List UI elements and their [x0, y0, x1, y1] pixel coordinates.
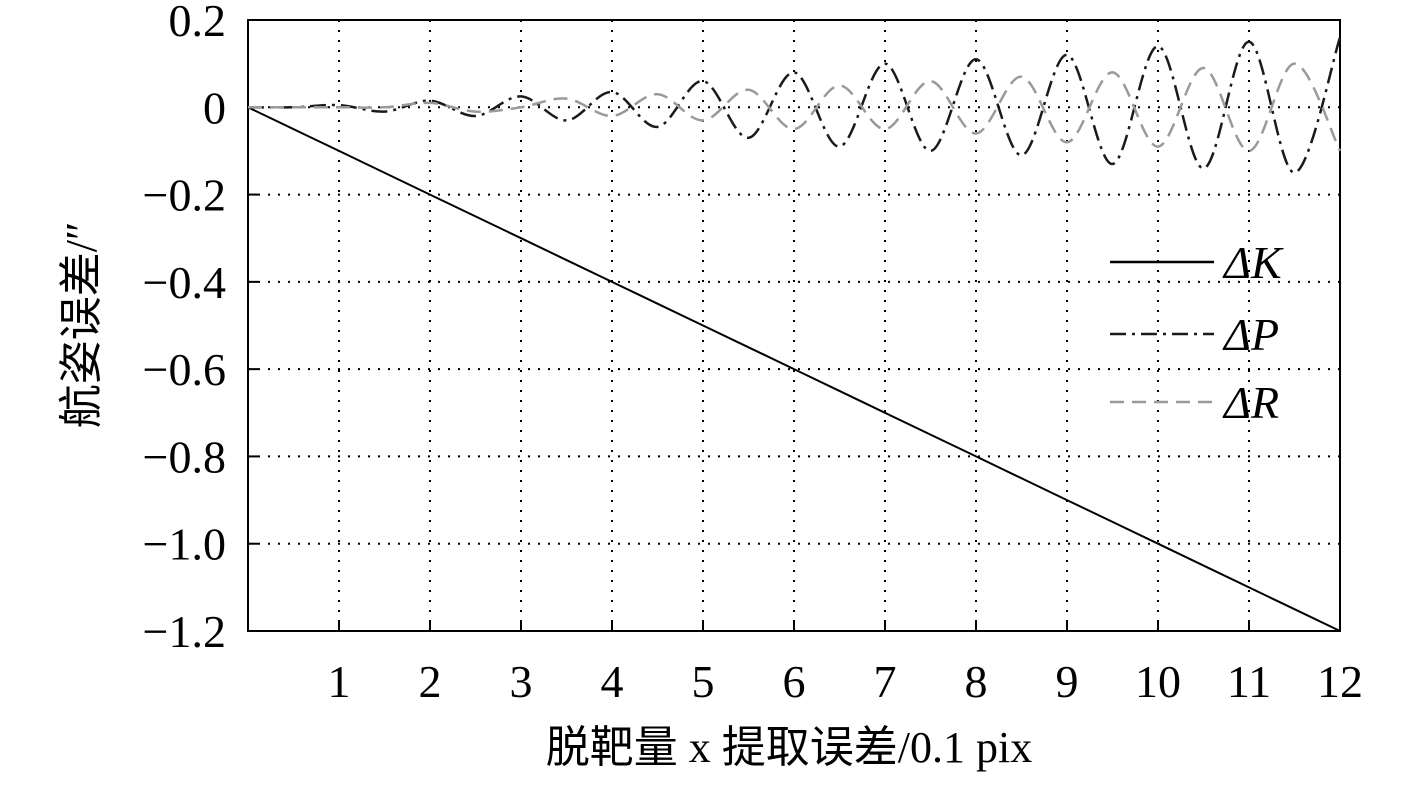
- legend-item-delta-r-label: ΔR: [1222, 377, 1279, 428]
- x-tick-label-5: 6: [783, 656, 806, 707]
- x-tick-label-2: 3: [510, 656, 533, 707]
- x-tick-label-0: 1: [328, 656, 351, 707]
- x-tick-label-10: 11: [1227, 656, 1271, 707]
- series-line-delta-p: [247, 37, 1342, 174]
- y-tick-label-6: −1.0: [143, 519, 226, 570]
- x-axis-title: 脱靶量 x 提取误差/0.1 pix: [546, 723, 1032, 772]
- legend-item-delta-k-label: ΔK: [1222, 237, 1284, 288]
- series-line-delta-r: [248, 62, 1342, 153]
- series-line-delta-k: [247, 106, 1341, 632]
- x-tick-label-1: 2: [419, 656, 442, 707]
- y-axis-title: 航姿误差/″: [57, 222, 106, 429]
- x-tick-label-3: 4: [601, 656, 624, 707]
- y-tick-label-4: −0.6: [143, 344, 226, 395]
- x-tick-label-4: 5: [692, 656, 715, 707]
- y-tick-label-5: −0.8: [143, 431, 226, 482]
- x-tick-label-9: 10: [1135, 656, 1181, 707]
- y-tick-label-2: −0.2: [143, 170, 226, 221]
- x-tick-label-8: 9: [1056, 656, 1079, 707]
- y-tick-label-0: 0.2: [169, 0, 227, 46]
- y-tick-label-3: −0.4: [143, 257, 226, 308]
- legend-item-delta-p-label: ΔP: [1222, 309, 1279, 360]
- x-tick-label-6: 7: [874, 656, 897, 707]
- x-tick-label-11: 12: [1317, 656, 1363, 707]
- x-tick-label-7: 8: [965, 656, 988, 707]
- y-tick-label-7: −1.2: [143, 606, 226, 657]
- y-tick-label-1: 0: [203, 82, 226, 133]
